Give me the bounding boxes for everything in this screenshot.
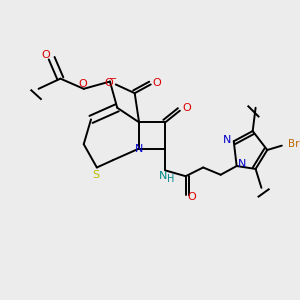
Text: O: O — [78, 79, 87, 88]
Text: O: O — [153, 78, 161, 88]
Text: O: O — [182, 103, 190, 113]
Text: N: N — [135, 143, 143, 154]
Text: O: O — [41, 50, 50, 60]
Text: N: N — [223, 135, 232, 145]
Text: −: − — [110, 74, 118, 84]
Text: H: H — [167, 173, 174, 184]
Text: N: N — [159, 171, 167, 181]
Text: O: O — [104, 78, 113, 88]
Text: O: O — [188, 192, 197, 202]
Text: N: N — [238, 159, 246, 169]
Text: S: S — [92, 170, 99, 180]
Text: Br: Br — [288, 139, 299, 149]
